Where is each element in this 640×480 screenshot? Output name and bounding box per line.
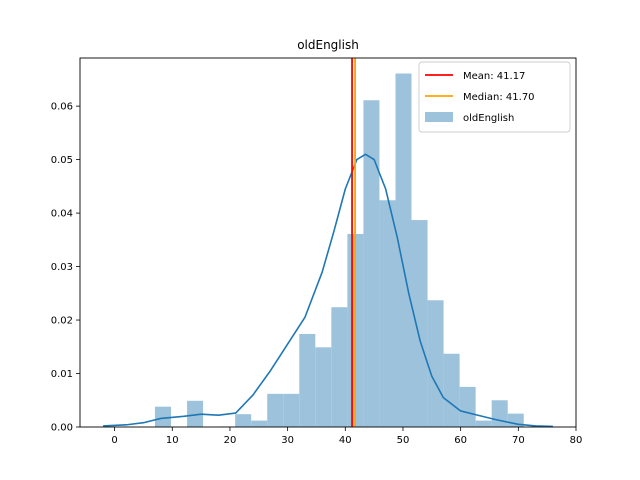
histogram-bar: [459, 386, 476, 427]
y-tick-label: 0.03: [51, 262, 73, 273]
histogram-bar: [154, 406, 172, 427]
kde-curve-layer: [103, 153, 553, 428]
x-tick-label: 70: [512, 435, 525, 446]
legend-box: [418, 61, 571, 133]
x-tick-label: 50: [397, 435, 410, 446]
x-tick-label: 30: [281, 435, 294, 446]
histogram-bar: [379, 200, 396, 427]
plot-frame: [79, 57, 577, 428]
y-tick-label: 0.00: [51, 423, 73, 434]
histogram-bar: [299, 333, 316, 427]
x-tick-label: 10: [166, 435, 179, 446]
histogram-bar: [395, 73, 412, 427]
x-tick-label: 60: [454, 435, 467, 446]
histogram-bar: [411, 220, 428, 427]
histogram-bar: [427, 300, 444, 427]
y-tick-label: 0.04: [51, 209, 73, 220]
legend-label: oldEnglish: [463, 113, 514, 124]
histogram-bar: [267, 393, 284, 427]
y-tick-label: 0.01: [51, 369, 73, 380]
histogram-bar: [475, 420, 492, 427]
histogram-bar: [443, 353, 460, 427]
y-tick-label: 0.05: [51, 155, 73, 166]
axes: 0 10 20 30 40 50 60 70 80 0.00 0.01 0.02 0.03 0.04 0.0…: [51, 57, 583, 446]
legend-label: Median: 41.70: [463, 92, 535, 103]
stat-lines: [351, 58, 357, 427]
histogram-bar: [187, 400, 204, 427]
x-tick-label: 40: [339, 435, 352, 446]
histogram-bar: [331, 307, 348, 427]
chart-title: oldEnglish: [297, 38, 359, 52]
legend: Mean: 41.17 Median: 41.70 oldEnglish: [418, 61, 571, 133]
x-tick-label: 80: [570, 435, 583, 446]
y-tick-label: 0.02: [51, 316, 73, 327]
histogram-bar: [251, 420, 268, 427]
kde-curve: [103, 153, 553, 428]
x-tick-label: 0: [111, 435, 117, 446]
histogram-bar: [491, 400, 508, 427]
histogram-bar: [363, 100, 380, 427]
histogram-bar: [235, 414, 252, 427]
x-tick-label: 20: [224, 435, 237, 446]
histogram-bar: [315, 347, 332, 427]
histogram-bar: [283, 393, 300, 427]
legend-label: Mean: 41.17: [463, 71, 525, 82]
y-tick-label: 0.06: [51, 102, 73, 113]
legend-swatch-patch: [425, 112, 453, 122]
